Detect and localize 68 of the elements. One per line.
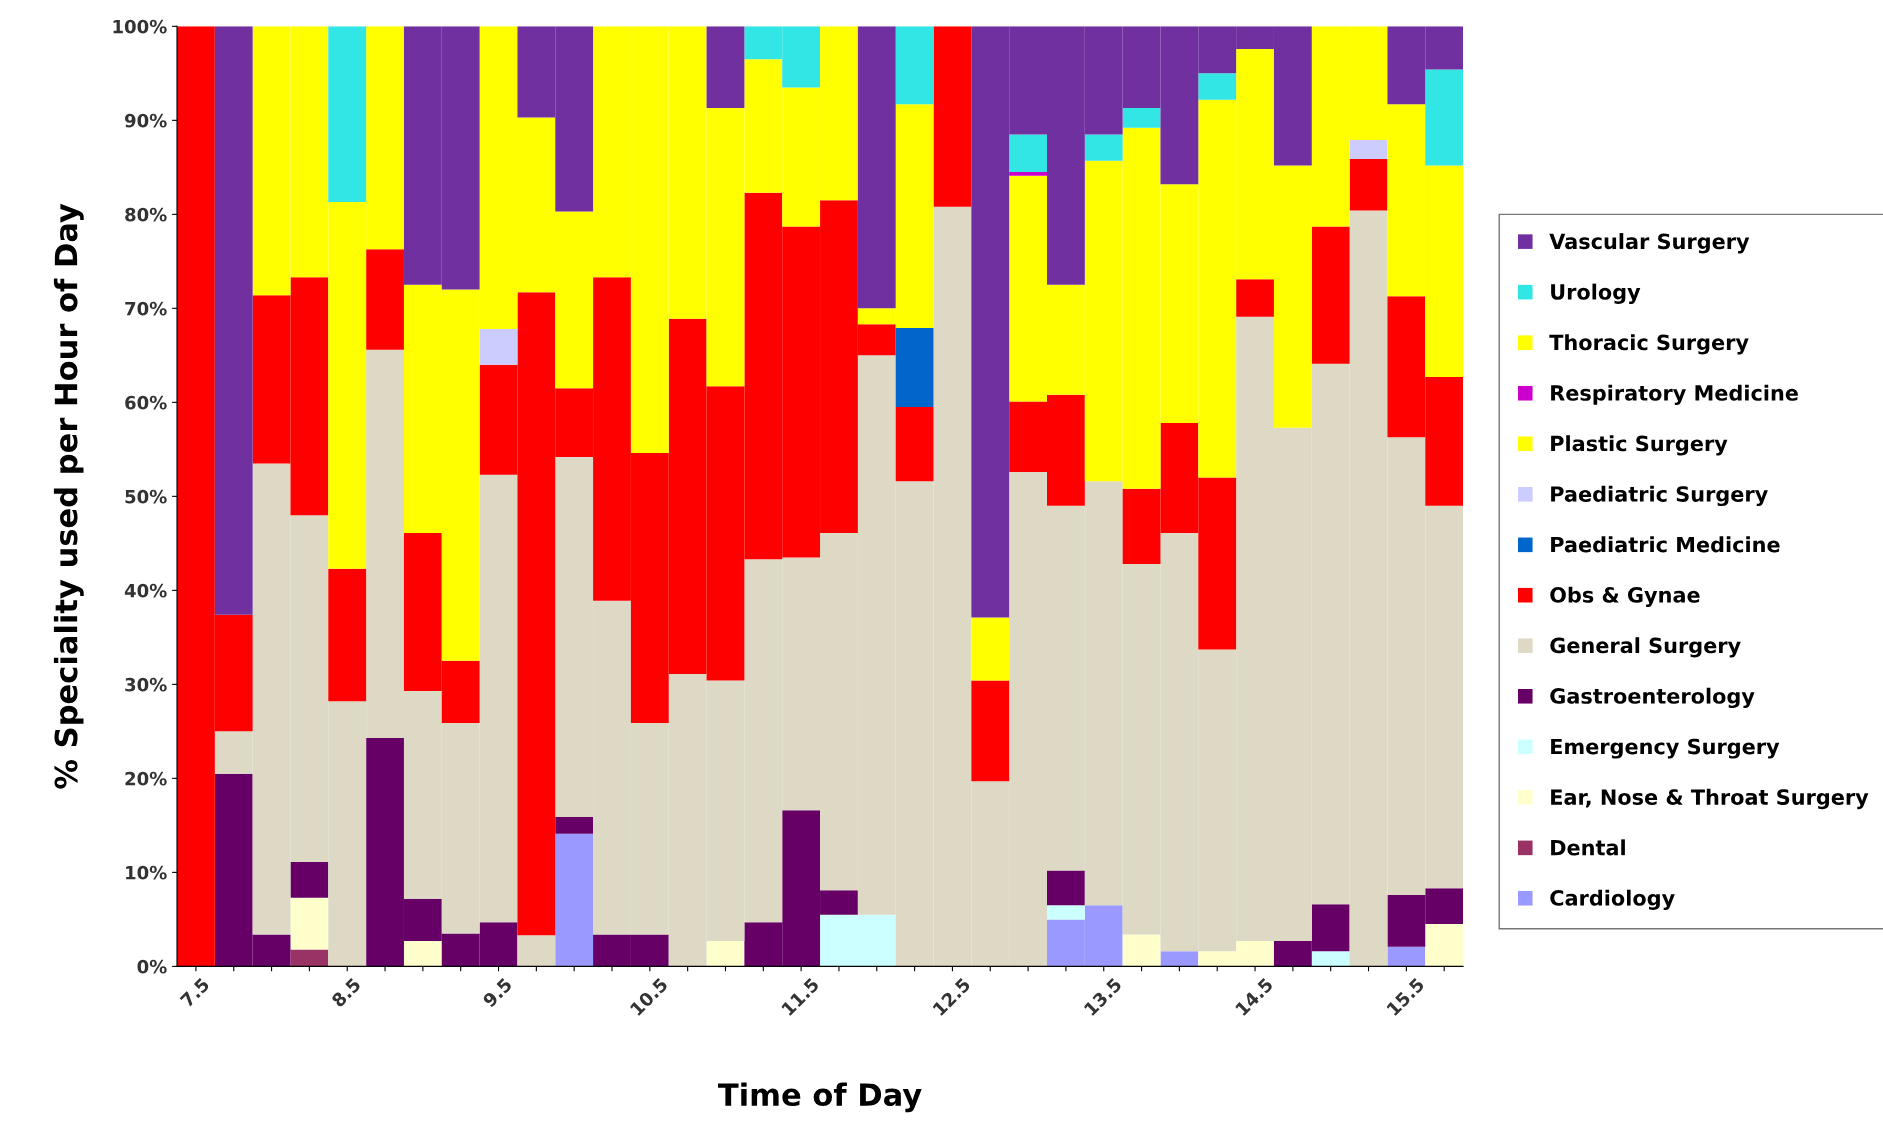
- bar: [328, 568, 367, 702]
- y-tick-label: 90%: [125, 113, 167, 128]
- bar: [517, 935, 556, 967]
- x-tick-label: 8.5: [330, 977, 362, 1008]
- y-tick-label: 60%: [125, 395, 167, 410]
- bar: [1122, 934, 1161, 967]
- bar: [971, 680, 1010, 782]
- bar: [403, 941, 442, 967]
- x-axis-title: Time of Day: [718, 1082, 922, 1113]
- bar: [366, 249, 404, 350]
- bar: [479, 329, 518, 365]
- y-axis-title: % Speciality used per Hour of Day: [53, 203, 84, 789]
- legend-label: Respiratory Medicine: [1551, 384, 1798, 406]
- bar: [1084, 134, 1123, 161]
- y-tick-label: 20%: [125, 771, 167, 786]
- legend-label: Thoracic Surgery: [1549, 334, 1749, 355]
- legend-label: Plastic Surgery: [1551, 435, 1728, 456]
- bar: [706, 941, 745, 967]
- bar: [555, 833, 594, 967]
- bar: [555, 816, 594, 834]
- legend-label: Emergency Surgery: [1551, 738, 1780, 759]
- bar: [857, 26, 896, 309]
- bar: [1311, 951, 1350, 967]
- legend-label: Gastroenterology: [1550, 687, 1755, 709]
- legend-label: Vascular Surgery: [1549, 233, 1750, 254]
- y-tick-label: 50%: [125, 489, 167, 504]
- legend-label: Cardiology: [1550, 889, 1675, 911]
- bar: [1198, 73, 1237, 100]
- bar: [1425, 69, 1464, 166]
- bar: [895, 328, 934, 408]
- bar: [1349, 158, 1388, 211]
- legend-label: Paediatric Medicine: [1551, 536, 1780, 553]
- bar: [1425, 924, 1464, 967]
- legend-label: Urology: [1551, 283, 1641, 304]
- bar: [1047, 870, 1085, 906]
- bar: [1122, 108, 1161, 128]
- bar: [706, 26, 745, 109]
- legend-label: Ear, Nose & Throat Surgery: [1551, 788, 1869, 810]
- bar: [933, 26, 972, 207]
- bar: [1387, 946, 1426, 967]
- y-tick-label: 0%: [137, 959, 167, 974]
- legend-label: General Surgery: [1550, 637, 1741, 658]
- bar: [290, 862, 329, 898]
- y-tick-label: 40%: [124, 583, 167, 598]
- y-tick-label: 10%: [126, 865, 167, 880]
- bar: [290, 897, 329, 950]
- x-tick-label: 9.5: [481, 977, 513, 1008]
- legend-label: Obs & Gynae: [1550, 586, 1700, 607]
- y-tick-label: 30%: [125, 677, 167, 692]
- x-tick-label: 7.5: [179, 977, 211, 1008]
- bar: [1311, 226, 1350, 364]
- bar: [895, 26, 934, 105]
- bar: [895, 407, 934, 482]
- bar: [971, 617, 1010, 681]
- bar: [290, 949, 329, 967]
- legend-label: Paediatric Surgery: [1551, 485, 1768, 507]
- bar: [214, 26, 253, 615]
- y-tick-label: 70%: [125, 301, 167, 316]
- bar: [1047, 905, 1085, 920]
- bar: [328, 26, 367, 203]
- bar: [1349, 140, 1388, 159]
- y-tick-label: 80%: [125, 207, 167, 222]
- bar: [1236, 279, 1274, 317]
- legend-label: Dental: [1551, 839, 1625, 856]
- bar: [1009, 134, 1047, 173]
- y-tick-label: 100%: [113, 19, 167, 34]
- bar: [1160, 951, 1199, 967]
- bar: [1009, 172, 1047, 176]
